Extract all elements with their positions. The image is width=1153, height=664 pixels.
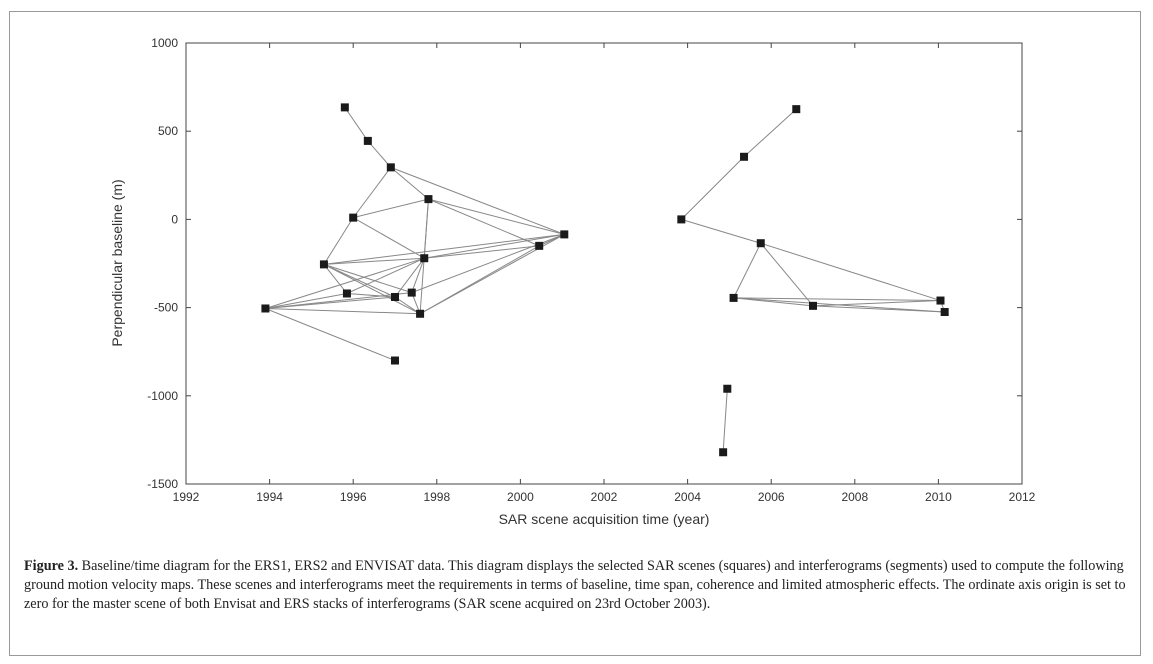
scene-marker — [792, 105, 800, 113]
scene-marker — [740, 153, 748, 161]
x-tick-label: 2006 — [758, 490, 785, 504]
x-tick-label: 2008 — [841, 490, 868, 504]
y-tick-label: 1000 — [151, 36, 178, 50]
plot-area — [186, 43, 1022, 484]
scene-marker — [730, 294, 738, 302]
scene-marker — [560, 230, 568, 238]
scene-marker — [424, 195, 432, 203]
scene-marker — [261, 304, 269, 312]
x-tick-label: 2012 — [1009, 490, 1036, 504]
x-axis-label: SAR scene acquisition time (year) — [499, 511, 710, 527]
y-tick-label: -1500 — [147, 477, 178, 491]
scene-marker — [341, 103, 349, 111]
scene-marker — [936, 297, 944, 305]
scene-marker — [719, 448, 727, 456]
y-tick-label: 500 — [158, 124, 178, 138]
scene-marker — [408, 289, 416, 297]
scene-marker — [364, 137, 372, 145]
scene-marker — [809, 302, 817, 310]
y-tick-label: -500 — [154, 301, 178, 315]
y-tick-label: -1000 — [147, 389, 178, 403]
scene-marker — [387, 163, 395, 171]
scene-marker — [391, 357, 399, 365]
scene-marker — [391, 293, 399, 301]
x-tick-label: 2002 — [591, 490, 618, 504]
x-tick-label: 2010 — [925, 490, 952, 504]
baseline-time-chart: 1992 1994 1996 1998 2000 2002 2004 2006 2008 2010… — [10, 12, 1140, 552]
scene-marker — [416, 310, 424, 318]
x-tick-label: 2004 — [674, 490, 701, 504]
scene-marker — [320, 260, 328, 268]
scene-marker — [343, 289, 351, 297]
x-tick-label: 1994 — [256, 490, 283, 504]
y-axis-label: Perpendicular baseline (m) — [109, 179, 125, 346]
x-tick-label: 1992 — [173, 490, 200, 504]
y-tick-label: 0 — [171, 212, 178, 226]
scene-marker — [535, 242, 543, 250]
x-tick-label: 2000 — [507, 490, 534, 504]
caption-text: Baseline/time diagram for the ERS1, ERS2… — [24, 558, 1126, 612]
scene-marker — [723, 385, 731, 393]
scene-marker — [757, 239, 765, 247]
x-tick-label: 1998 — [423, 490, 450, 504]
figure-frame: 1992 1994 1996 1998 2000 2002 2004 2006 2008 2010… — [9, 11, 1141, 656]
scene-marker — [420, 254, 428, 262]
scene-marker — [677, 215, 685, 223]
figure-label: Figure 3. — [24, 558, 78, 574]
figure-caption: Figure 3. Baseline/time diagram for the … — [24, 557, 1134, 614]
x-tick-label: 1996 — [340, 490, 367, 504]
scene-marker — [349, 214, 357, 222]
scene-marker — [941, 308, 949, 316]
